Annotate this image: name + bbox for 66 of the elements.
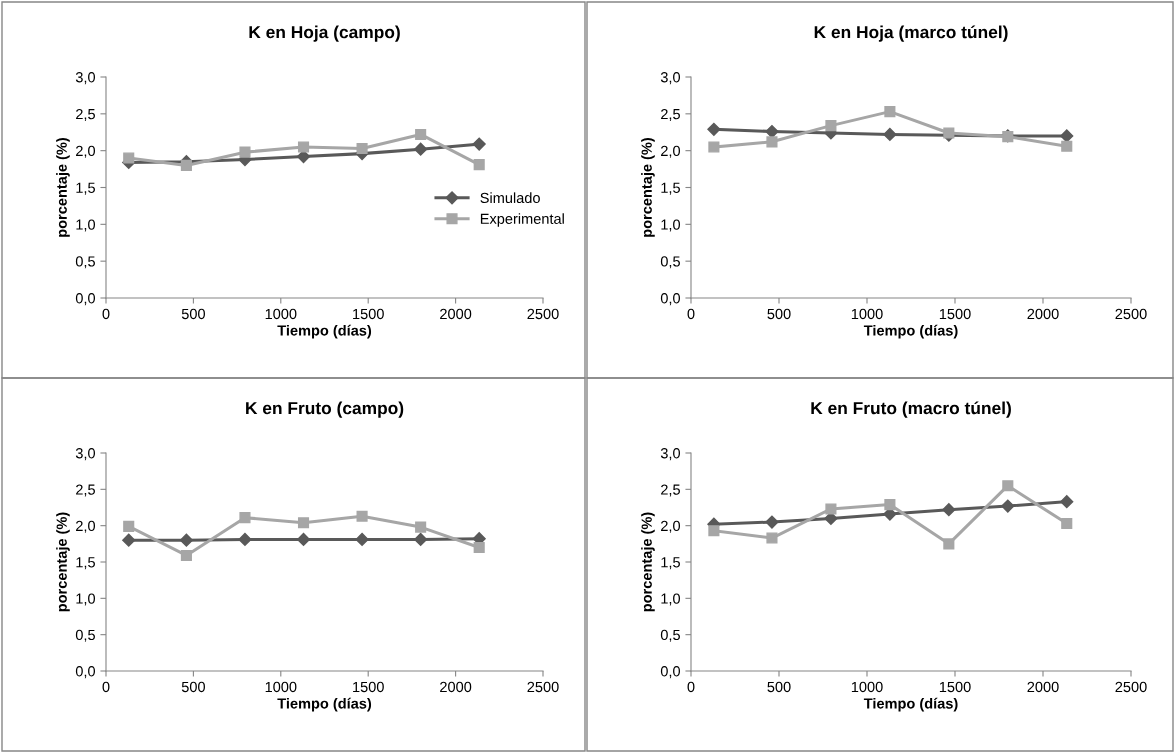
x-axis-title: Tiempo (días) <box>277 697 372 712</box>
x-tick-label: 500 <box>767 308 791 320</box>
y-tick-label: 3,0 <box>660 72 681 85</box>
y-tick-label: 1,0 <box>76 593 96 606</box>
x-tick-label: 500 <box>181 681 205 693</box>
y-axis-title: porcentaje (%) <box>641 512 655 612</box>
y-tick-label: 0,5 <box>660 629 680 642</box>
x-tick-label: 2500 <box>527 681 559 693</box>
y-tick-label: 2,0 <box>661 520 681 533</box>
x-tick-label: 2500 <box>1115 681 1147 693</box>
y-tick-label: 0,0 <box>75 666 96 679</box>
x-tick-label: 2000 <box>1027 308 1059 320</box>
chart-title: K en Fruto (macro túnel) <box>811 401 1011 418</box>
x-tick-label: 1000 <box>851 308 883 320</box>
y-tick-label: 1,5 <box>661 557 680 570</box>
x-tick-label: 1000 <box>851 681 883 693</box>
y-tick-label: 3,0 <box>75 448 96 461</box>
y-tick-label: 2,5 <box>76 108 95 121</box>
x-tick-label: 500 <box>767 681 791 693</box>
x-tick-label: 1500 <box>353 681 384 693</box>
y-tick-label: 1,5 <box>661 182 680 195</box>
x-tick-label: 2000 <box>440 681 472 693</box>
y-axis-title: porcentaje (%) <box>56 512 70 612</box>
x-axis-title: Tiempo (días) <box>277 324 372 339</box>
y-tick-label: 3,0 <box>660 448 681 461</box>
legend-label: Experimental <box>480 213 564 227</box>
x-tick-label: 2500 <box>1115 308 1147 320</box>
y-tick-label: 0,5 <box>75 256 95 269</box>
y-tick-label: 1,0 <box>661 219 681 232</box>
x-tick-label: 0 <box>102 681 110 693</box>
y-tick-label: 2,0 <box>661 145 681 158</box>
chart-title: K en Fruto (campo) <box>246 401 404 418</box>
y-tick-label: 0,5 <box>75 629 95 642</box>
y-tick-label: 1,0 <box>661 593 681 606</box>
y-tick-label: 2,0 <box>76 145 96 158</box>
x-tick-label: 0 <box>687 308 695 320</box>
chart-title: K en Hoja (marco túnel) <box>814 25 1008 42</box>
x-tick-label: 1500 <box>939 308 971 320</box>
x-tick-label: 2500 <box>527 308 559 320</box>
y-tick-label: 1,5 <box>76 557 95 570</box>
y-tick-label: 0,5 <box>660 256 680 269</box>
x-tick-label: 1500 <box>939 681 971 693</box>
x-tick-label: 500 <box>181 308 205 320</box>
y-tick-label: 1,5 <box>76 182 95 195</box>
x-tick-label: 1000 <box>265 681 297 693</box>
y-tick-label: 2,0 <box>76 520 96 533</box>
x-axis-title: Tiempo (días) <box>863 697 958 712</box>
x-tick-label: 0 <box>687 681 695 693</box>
x-tick-label: 2000 <box>1027 681 1059 693</box>
x-axis-title: Tiempo (días) <box>863 324 958 339</box>
y-tick-label: 0,0 <box>660 293 681 306</box>
y-tick-label: 1,0 <box>76 219 96 232</box>
x-tick-label: 0 <box>102 308 110 320</box>
y-axis-title: porcentaje (%) <box>56 137 70 237</box>
legend-label: Simulado <box>480 192 540 204</box>
y-axis-title: porcentaje (%) <box>641 137 655 237</box>
y-tick-label: 2,5 <box>661 108 680 121</box>
x-tick-label: 1500 <box>353 308 384 320</box>
y-tick-label: 3,0 <box>75 72 96 85</box>
x-tick-label: 2000 <box>440 308 472 320</box>
y-tick-label: 0,0 <box>660 666 681 679</box>
y-tick-label: 2,5 <box>661 484 680 497</box>
y-tick-label: 0,0 <box>75 293 96 306</box>
chart-title: K en Hoja (campo) <box>249 25 400 42</box>
x-tick-label: 1000 <box>265 308 297 320</box>
y-tick-label: 2,5 <box>76 484 95 497</box>
